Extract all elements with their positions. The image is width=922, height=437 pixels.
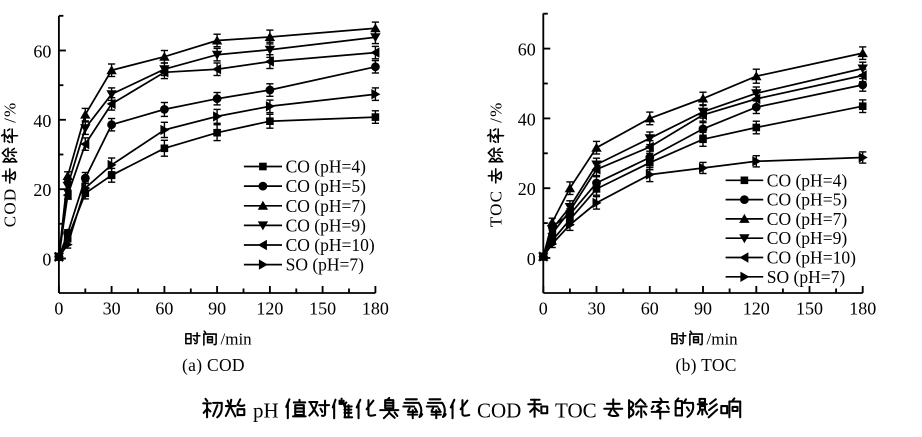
svg-text:30: 30 [588,299,606,319]
svg-text:0: 0 [539,299,548,319]
svg-text:20: 20 [518,179,536,199]
svg-text:0: 0 [42,250,51,270]
svg-text:/min: /min [221,330,253,349]
svg-text:SO (pH=7): SO (pH=7) [286,255,365,275]
svg-text:180: 180 [362,299,389,319]
svg-text:60: 60 [155,299,173,319]
svg-text:0: 0 [54,299,63,319]
svg-text:40: 40 [33,111,51,131]
svg-text:CO (pH=9): CO (pH=9) [767,228,848,248]
svg-text:60: 60 [641,299,659,319]
svg-text:SO (pH=7): SO (pH=7) [767,267,846,287]
svg-text:CO (pH=10): CO (pH=10) [286,235,375,255]
svg-text:CO (pH=4): CO (pH=4) [286,157,367,177]
svg-text:CO (pH=9): CO (pH=9) [286,215,367,235]
svg-text:CO (pH=7): CO (pH=7) [767,209,848,229]
svg-text:90: 90 [694,299,712,319]
svg-text:/min: /min [707,330,739,349]
svg-text:CO (pH=10): CO (pH=10) [767,248,856,268]
svg-text:120: 120 [743,299,770,319]
svg-text:120: 120 [256,299,283,319]
svg-text:60: 60 [33,42,51,62]
svg-text:90: 90 [208,299,226,319]
svg-text:CO (pH=5): CO (pH=5) [767,190,848,210]
svg-text:0: 0 [527,249,536,269]
svg-text:150: 150 [309,299,336,319]
svg-text:20: 20 [33,180,51,200]
svg-text:180: 180 [849,299,876,319]
svg-text:40: 40 [518,109,536,129]
svg-text:TOC: TOC [555,399,597,423]
svg-text:TOC: TOC [487,190,506,227]
svg-text:COD: COD [477,399,521,423]
svg-text:150: 150 [796,299,823,319]
svg-text:CO (pH=5): CO (pH=5) [286,176,367,196]
svg-text:/%: /% [1,102,20,123]
svg-text:COD: COD [1,188,20,228]
svg-text:CO (pH=7): CO (pH=7) [286,196,367,216]
svg-text:pH: pH [253,399,279,423]
svg-text:60: 60 [518,40,536,60]
svg-text:/%: /% [487,102,506,123]
svg-text:30: 30 [103,299,121,319]
svg-text:(b) TOC: (b) TOC [676,355,737,375]
svg-text:CO (pH=4): CO (pH=4) [767,170,848,190]
svg-text:(a) COD: (a) COD [182,355,245,375]
